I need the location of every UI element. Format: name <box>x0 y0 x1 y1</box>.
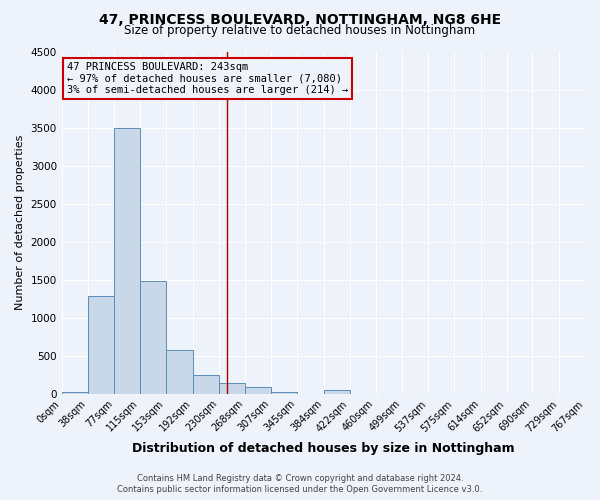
Bar <box>62 392 88 394</box>
Bar <box>88 296 114 394</box>
Bar <box>271 392 297 394</box>
X-axis label: Distribution of detached houses by size in Nottingham: Distribution of detached houses by size … <box>132 442 515 455</box>
Bar <box>218 383 245 394</box>
Text: 47 PRINCESS BOULEVARD: 243sqm
← 97% of detached houses are smaller (7,080)
3% of: 47 PRINCESS BOULEVARD: 243sqm ← 97% of d… <box>67 62 348 95</box>
Text: 47, PRINCESS BOULEVARD, NOTTINGHAM, NG8 6HE: 47, PRINCESS BOULEVARD, NOTTINGHAM, NG8 … <box>99 12 501 26</box>
Bar <box>245 387 271 394</box>
Y-axis label: Number of detached properties: Number of detached properties <box>15 135 25 310</box>
Bar <box>166 350 193 394</box>
Bar <box>114 128 140 394</box>
Bar <box>140 281 166 394</box>
Bar <box>323 390 350 394</box>
Bar <box>193 375 218 394</box>
Text: Size of property relative to detached houses in Nottingham: Size of property relative to detached ho… <box>124 24 476 37</box>
Text: Contains HM Land Registry data © Crown copyright and database right 2024.
Contai: Contains HM Land Registry data © Crown c… <box>118 474 482 494</box>
